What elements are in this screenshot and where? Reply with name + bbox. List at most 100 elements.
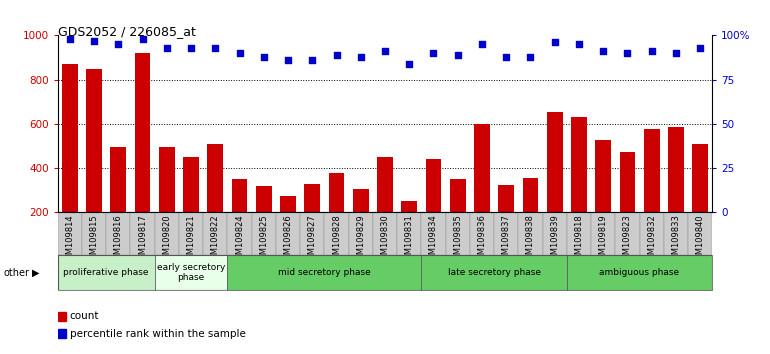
Point (136, 36, 149, 42)
Text: GDS2052 / 226085_at: GDS2052 / 226085_at (58, 25, 196, 38)
Text: GSM109821: GSM109821 (186, 215, 196, 265)
Text: late secretory phase: late secretory phase (447, 268, 541, 277)
Bar (353, 189, 369, 212)
Bar (227, 212, 252, 255)
Bar (276, 212, 300, 255)
Text: GSM109819: GSM109819 (598, 215, 608, 265)
Text: GSM109817: GSM109817 (138, 215, 147, 265)
Point (524, 54, 537, 59)
Text: GSM109829: GSM109829 (357, 215, 365, 265)
Point (548, 40, 561, 45)
Text: GSM109814: GSM109814 (65, 215, 75, 265)
Point (355, 54, 367, 59)
Text: GSM109835: GSM109835 (454, 215, 462, 265)
Text: GSM109823: GSM109823 (623, 215, 632, 265)
Text: mid secretory phase: mid secretory phase (278, 268, 371, 277)
Text: other: other (4, 268, 30, 278)
Text: GSM109831: GSM109831 (405, 215, 413, 265)
Bar (644, 130, 660, 212)
Bar (567, 212, 591, 255)
Bar (421, 212, 446, 255)
Bar (324, 212, 349, 255)
Bar (692, 144, 708, 212)
Text: GSM109833: GSM109833 (671, 215, 681, 266)
Bar (232, 179, 247, 212)
Bar (349, 212, 373, 255)
Bar (256, 186, 272, 212)
Bar (523, 178, 538, 212)
Bar (110, 147, 126, 212)
Text: GSM109815: GSM109815 (89, 215, 99, 265)
Bar (421, 255, 567, 290)
Text: GSM109820: GSM109820 (162, 215, 172, 265)
Bar (155, 255, 227, 290)
Point (427, 50, 440, 56)
Bar (252, 212, 276, 255)
Bar (106, 212, 130, 255)
Bar (130, 212, 155, 255)
Point (258, 54, 270, 59)
Bar (207, 144, 223, 212)
Text: GSM109825: GSM109825 (259, 215, 268, 265)
Bar (280, 196, 296, 212)
Text: ambiguous phase: ambiguous phase (600, 268, 680, 277)
Bar (179, 212, 203, 255)
Text: GSM109826: GSM109826 (283, 215, 293, 265)
Text: count: count (69, 311, 99, 321)
Bar (300, 212, 324, 255)
Point (88, 38, 100, 44)
Text: GSM109830: GSM109830 (380, 215, 390, 265)
Text: percentile rank within the sample: percentile rank within the sample (69, 329, 246, 339)
Point (476, 41, 488, 47)
Bar (571, 117, 587, 212)
Bar (373, 212, 397, 255)
Text: GSM109832: GSM109832 (647, 215, 656, 265)
Text: GSM109818: GSM109818 (574, 215, 584, 265)
Bar (62, 64, 78, 212)
Bar (620, 152, 635, 212)
Point (185, 45, 197, 51)
Bar (86, 69, 102, 212)
Bar (518, 212, 543, 255)
Text: GSM109827: GSM109827 (308, 215, 316, 265)
Text: GSM109828: GSM109828 (332, 215, 341, 265)
Point (64, 36, 76, 42)
Bar (498, 185, 514, 212)
Text: GSM109840: GSM109840 (695, 215, 705, 265)
Bar (595, 141, 611, 212)
Point (451, 52, 464, 58)
Point (597, 48, 609, 54)
Bar (591, 212, 615, 255)
Bar (58, 212, 82, 255)
Point (379, 48, 391, 54)
Bar (494, 212, 518, 255)
Bar (82, 212, 106, 255)
Bar (329, 172, 344, 212)
Point (306, 57, 319, 63)
Bar (304, 184, 320, 212)
Point (330, 52, 343, 58)
Point (233, 50, 246, 56)
Point (621, 50, 634, 56)
Bar (135, 53, 150, 212)
Bar (58, 255, 155, 290)
Point (500, 54, 512, 59)
Point (209, 45, 222, 51)
Bar (58, 329, 65, 338)
Point (112, 41, 125, 47)
Point (694, 45, 706, 51)
Bar (543, 212, 567, 255)
Point (670, 50, 682, 56)
Point (282, 57, 294, 63)
Bar (450, 179, 466, 212)
Bar (203, 212, 227, 255)
Bar (397, 212, 421, 255)
Text: GSM109816: GSM109816 (114, 215, 123, 265)
Bar (470, 212, 494, 255)
Point (573, 41, 585, 47)
Bar (547, 112, 563, 212)
Text: early secretory
phase: early secretory phase (157, 263, 226, 282)
Bar (446, 212, 470, 255)
Text: GSM109836: GSM109836 (477, 215, 487, 266)
Point (645, 48, 658, 54)
